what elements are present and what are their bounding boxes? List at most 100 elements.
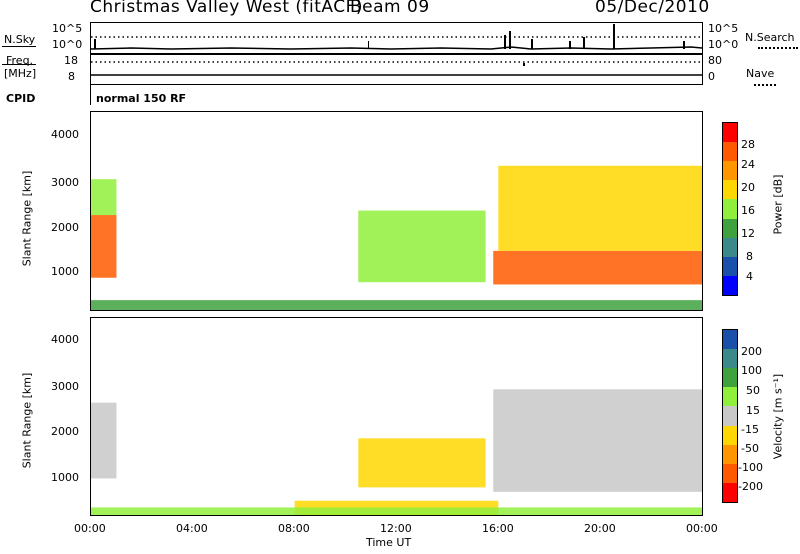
- power-ylabel-box: Slant Range [km]: [17, 160, 37, 280]
- xtick-0000-end: 00:00: [686, 522, 718, 535]
- freq-traces: [91, 61, 702, 76]
- x-axis-label: Time UT: [366, 536, 412, 549]
- nsky-label: N.Sky: [4, 33, 36, 46]
- velocity-ylabel: Slant Range [km]: [20, 372, 34, 469]
- velocity-cb-swatch-0: [723, 330, 737, 350]
- velocity-ytick-4000: 4000: [51, 333, 79, 346]
- velocity-cb-label-box: Velocity [m s⁻¹]: [768, 362, 788, 472]
- power-region-4: [498, 165, 702, 251]
- date-label: 05/Dec/2010: [595, 0, 710, 17]
- xtick-1600: 16:00: [482, 522, 514, 535]
- beam-label: Beam 09: [350, 0, 430, 17]
- power-ylabel: Slant Range [km]: [20, 170, 34, 267]
- power-cb-swatch-0: [723, 123, 737, 143]
- xtick-1200: 12:00: [380, 522, 412, 535]
- velocity-cb-tick-m100: -100: [738, 461, 763, 474]
- power-cb-label: Power [dB]: [771, 174, 785, 235]
- cpid-label: CPID: [6, 92, 36, 105]
- power-region-2: [358, 210, 486, 283]
- power-colorbar: [722, 122, 738, 296]
- velocity-cb-swatch-7: [723, 463, 737, 483]
- chart-title: Christmas Valley West (fitACF): [90, 0, 364, 17]
- velocity-cb-tick-m200: -200: [738, 480, 763, 493]
- xtick-0800: 08:00: [278, 522, 310, 535]
- power-cb-tick-16: 16: [741, 204, 755, 217]
- power-cb-swatch-5: [723, 218, 737, 238]
- velocity-colorbar: [722, 329, 738, 503]
- nsky-legend-line: [2, 46, 36, 47]
- velocity-ytick-1000: 1000: [51, 471, 79, 484]
- velocity-cb-swatch-4: [723, 406, 737, 426]
- velocity-ylabel-box: Slant Range [km]: [17, 362, 37, 482]
- xtick-2000: 20:00: [584, 522, 616, 535]
- power-cb-tick-4: 4: [746, 270, 753, 283]
- power-region-0: [91, 215, 117, 278]
- freq-tick-top: 18: [64, 54, 78, 67]
- nave-label: Nave: [746, 67, 775, 80]
- freq-legend-line: [2, 64, 36, 65]
- power-cb-swatch-8: [723, 275, 737, 295]
- power-ytick-4000: 4000: [51, 128, 79, 141]
- velocity-cb-tick-200: 200: [741, 345, 762, 358]
- power-cb-tick-24: 24: [741, 158, 755, 171]
- power-cb-tick-12: 12: [741, 227, 755, 240]
- velocity-region-1: [358, 438, 486, 488]
- power-cb-swatch-6: [723, 237, 737, 257]
- nsearch-legend-line: [758, 47, 798, 49]
- velocity-ytick-2000: 2000: [51, 425, 79, 438]
- power-cb-tick-8: 8: [746, 250, 753, 263]
- power-cb-swatch-7: [723, 256, 737, 276]
- power-ytick-3000: 3000: [51, 176, 79, 189]
- power-cb-tick-28: 28: [741, 138, 755, 151]
- velocity-cb-swatch-3: [723, 387, 737, 407]
- nsky-tick-top: 10^5: [52, 22, 83, 35]
- power-panel: [90, 111, 703, 311]
- power-cb-swatch-3: [723, 180, 737, 200]
- velocity-cb-tick-100: 100: [741, 364, 762, 377]
- velocity-ytick-3000: 3000: [51, 380, 79, 393]
- power-ytick-1000: 1000: [51, 265, 79, 278]
- freq-tick-bottom: 8: [68, 70, 75, 83]
- nsearch-tick-top: 10^5: [708, 22, 739, 35]
- velocity-region-0: [91, 402, 117, 479]
- power-region-1: [91, 179, 117, 216]
- nsearch-tick-bottom: 10^0: [708, 38, 739, 51]
- velocity-cb-swatch-6: [723, 444, 737, 464]
- freq-panel: [90, 54, 703, 85]
- nsearch-label: N.Search: [745, 31, 795, 44]
- nave-tick-bottom: 0: [708, 70, 715, 83]
- velocity-cb-tick-m15: -15: [741, 423, 759, 436]
- nave-legend-line: [754, 84, 776, 86]
- velocity-cb-swatch-5: [723, 425, 737, 445]
- cpid-marker: [90, 85, 91, 105]
- power-region-3: [493, 250, 702, 285]
- nsky-panel: [90, 22, 703, 54]
- velocity-cb-label: Velocity [m s⁻¹]: [771, 373, 785, 460]
- velocity-panel: [90, 317, 703, 516]
- power-heatmap: [91, 165, 702, 310]
- nsky-traces: [91, 24, 702, 50]
- power-ytick-2000: 2000: [51, 221, 79, 234]
- cpid-value: normal 150 RF: [96, 92, 187, 105]
- velocity-region-2: [493, 389, 702, 492]
- power-cb-swatch-2: [723, 161, 737, 181]
- velocity-cb-swatch-8: [723, 482, 737, 502]
- velocity-cb-swatch-2: [723, 368, 737, 388]
- power-region-5: [91, 300, 702, 310]
- power-cb-swatch-4: [723, 199, 737, 219]
- velocity-cb-tick-15: 15: [746, 404, 760, 417]
- nsky-tick-bottom: 10^0: [52, 38, 83, 51]
- power-cb-label-box: Power [dB]: [768, 150, 788, 260]
- velocity-cb-tick-m50: -50: [741, 442, 759, 455]
- power-cb-swatch-1: [723, 142, 737, 162]
- xtick-0000: 00:00: [74, 522, 106, 535]
- freq-label: Freq.: [6, 54, 34, 67]
- velocity-heatmap: [91, 389, 702, 515]
- velocity-cb-swatch-1: [723, 349, 737, 369]
- xtick-0400: 04:00: [176, 522, 208, 535]
- nave-tick-top: 80: [708, 54, 722, 67]
- velocity-region-4: [91, 507, 702, 515]
- velocity-cb-tick-50: 50: [746, 384, 760, 397]
- power-cb-tick-20: 20: [741, 181, 755, 194]
- freq-unit-label: [MHz]: [4, 67, 37, 80]
